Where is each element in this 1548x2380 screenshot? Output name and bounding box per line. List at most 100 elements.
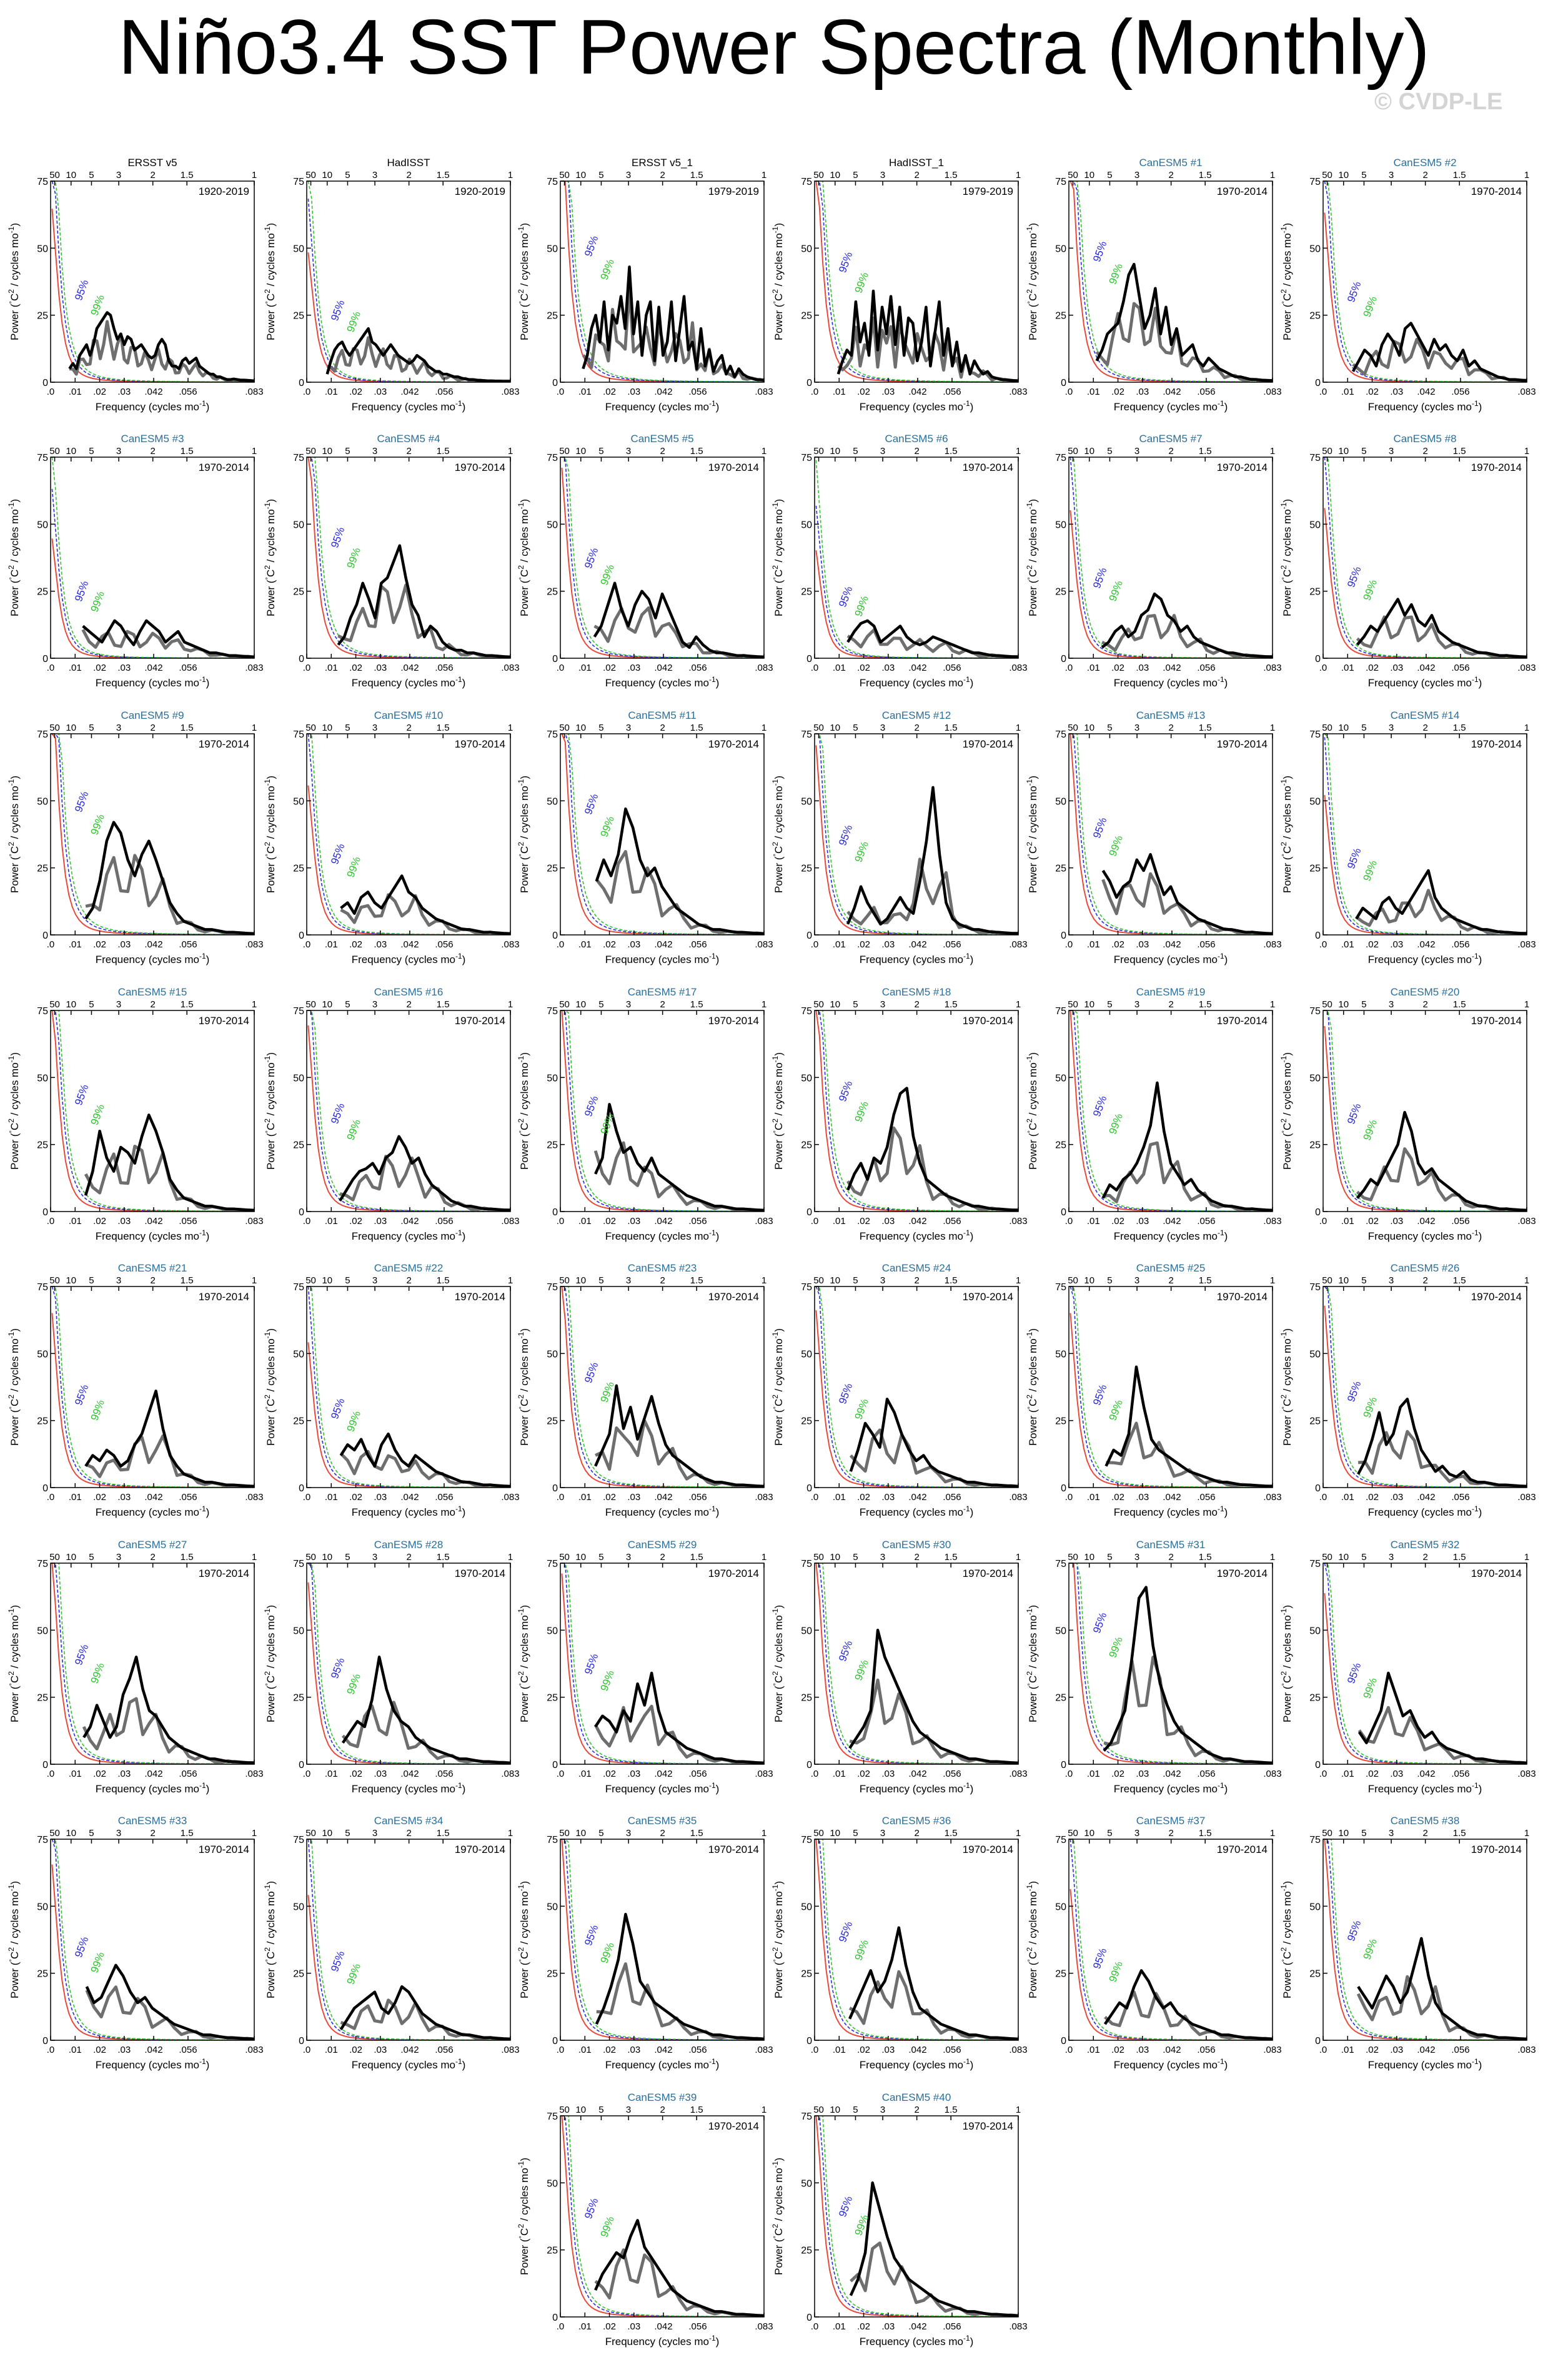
- top-tick-label: 2: [150, 1552, 155, 1563]
- y-tick-label: 75: [37, 1282, 48, 1293]
- y-axis-label: Power (°C2 / cycles mo-1): [263, 223, 277, 340]
- y-axis-label: Power (°C2 / cycles mo-1): [517, 1052, 530, 1170]
- x-tick-label: .01: [69, 939, 82, 950]
- y-tick-label: 25: [293, 864, 304, 874]
- reference-spectrum: [850, 2241, 1018, 2317]
- x-tick-label: .042: [1163, 2045, 1181, 2055]
- top-tick-label: 5: [853, 1828, 858, 1839]
- panel-title: CanESM5 #32: [1391, 1539, 1460, 1551]
- y-tick-label: 0: [1061, 654, 1066, 664]
- y-tick-label: 75: [1055, 1282, 1066, 1293]
- x-tick-label: .02: [93, 1216, 106, 1227]
- panel-title: CanESM5 #14: [1391, 709, 1460, 721]
- x-tick-label: .03: [881, 1492, 895, 1503]
- ci95-label: 95%: [72, 579, 91, 603]
- spectrum-line: [85, 1963, 254, 2040]
- x-tick-label: .056: [943, 387, 961, 397]
- top-tick-label: 2: [1168, 446, 1173, 457]
- x-tick-label: .01: [1341, 1492, 1354, 1503]
- top-tick-label: 3: [880, 999, 885, 1010]
- x-tick-label: .02: [603, 939, 616, 950]
- x-tick-label: .083: [1009, 2321, 1027, 2332]
- top-tick-label: 1: [508, 1828, 513, 1839]
- spectrum-line: [848, 1926, 1018, 2040]
- x-axis-label: Frequency (cycles mo-1): [352, 952, 466, 965]
- x-tick-label: .02: [1111, 1769, 1124, 1779]
- x-tick-label: .03: [881, 387, 895, 397]
- top-tick-label: 2: [150, 723, 155, 733]
- x-tick-label: .03: [881, 939, 895, 950]
- x-tick-label: .01: [833, 663, 846, 673]
- y-tick-label: 75: [801, 1006, 812, 1017]
- x-tick-label: .01: [325, 1216, 338, 1227]
- top-tick-label: 50: [559, 446, 570, 457]
- panel-title: CanESM5 #16: [374, 986, 444, 998]
- top-tick-label: 3: [116, 170, 121, 180]
- x-tick-label: .03: [374, 387, 387, 397]
- x-tick-label: .0: [557, 2321, 565, 2332]
- x-tick-label: .042: [144, 663, 162, 673]
- top-tick-label: 2: [406, 723, 411, 733]
- x-axis-label: Frequency (cycles mo-1): [96, 952, 210, 965]
- y-tick-label: 50: [547, 2178, 558, 2189]
- x-tick-label: .042: [400, 1769, 419, 1779]
- x-tick-label: .042: [144, 387, 162, 397]
- x-tick-label: .042: [400, 2045, 419, 2055]
- x-tick-label: .01: [833, 1216, 846, 1227]
- y-tick-label: 0: [552, 2313, 558, 2323]
- ci95-label: 95%: [1345, 280, 1363, 304]
- y-axis-label: Power (°C2 / cycles mo-1): [517, 1328, 530, 1446]
- y-tick-label: 25: [1309, 1969, 1321, 1980]
- y-tick-label: 75: [547, 453, 558, 463]
- y-tick-label: 75: [1055, 453, 1066, 463]
- period-label: 1970-2014: [963, 1844, 1013, 1855]
- spectrum-line: [595, 1912, 764, 2040]
- period-label: 1970-2014: [1471, 1844, 1522, 1855]
- y-tick-label: 0: [1315, 1207, 1321, 1218]
- panel-title: CanESM5 #22: [374, 1262, 444, 1274]
- top-tick-label: 50: [49, 723, 60, 733]
- reference-spectrum: [340, 1998, 510, 2040]
- ci99-label: 99%: [345, 1118, 363, 1142]
- top-tick-label: 50: [305, 446, 316, 457]
- x-tick-label: .056: [943, 1769, 961, 1779]
- y-tick-label: 25: [1055, 1693, 1066, 1704]
- x-tick-label: .042: [144, 1216, 162, 1227]
- y-tick-label: 50: [1055, 520, 1066, 530]
- panel-title: CanESM5 #7: [1139, 433, 1202, 445]
- x-tick-label: .02: [349, 387, 362, 397]
- x-tick-label: .083: [501, 2045, 519, 2055]
- y-tick-label: 75: [293, 1006, 304, 1017]
- ci99-label: 99%: [853, 1938, 871, 1962]
- x-tick-label: .02: [603, 663, 616, 673]
- x-tick-label: .0: [811, 1769, 819, 1779]
- x-tick-label: .01: [1087, 939, 1100, 950]
- ci99-curve: [1070, 734, 1273, 935]
- top-tick-label: 50: [305, 170, 316, 180]
- top-tick-label: 10: [575, 1828, 586, 1839]
- top-tick-label: 1: [1016, 446, 1021, 457]
- x-tick-label: .056: [943, 2321, 961, 2332]
- y-tick-label: 25: [1309, 864, 1321, 874]
- x-tick-label: .056: [688, 1216, 707, 1227]
- x-tick-label: .042: [144, 939, 162, 950]
- plot-frame: [814, 1563, 1019, 1765]
- period-label: 1970-2014: [199, 462, 249, 473]
- x-axis-label: Frequency (cycles mo-1): [1114, 1781, 1228, 1795]
- top-tick-label: 5: [598, 1552, 603, 1563]
- x-tick-label: .03: [881, 663, 895, 673]
- top-tick-label: 3: [880, 2105, 885, 2115]
- y-axis-label: Power (°C2 / cycles mo-1): [517, 2158, 530, 2275]
- y-tick-label: 25: [1055, 587, 1066, 598]
- ci99-label: 99%: [345, 855, 363, 879]
- y-tick-label: 0: [1061, 378, 1066, 388]
- x-tick-label: .056: [1197, 1216, 1215, 1227]
- x-tick-label: .03: [374, 1216, 387, 1227]
